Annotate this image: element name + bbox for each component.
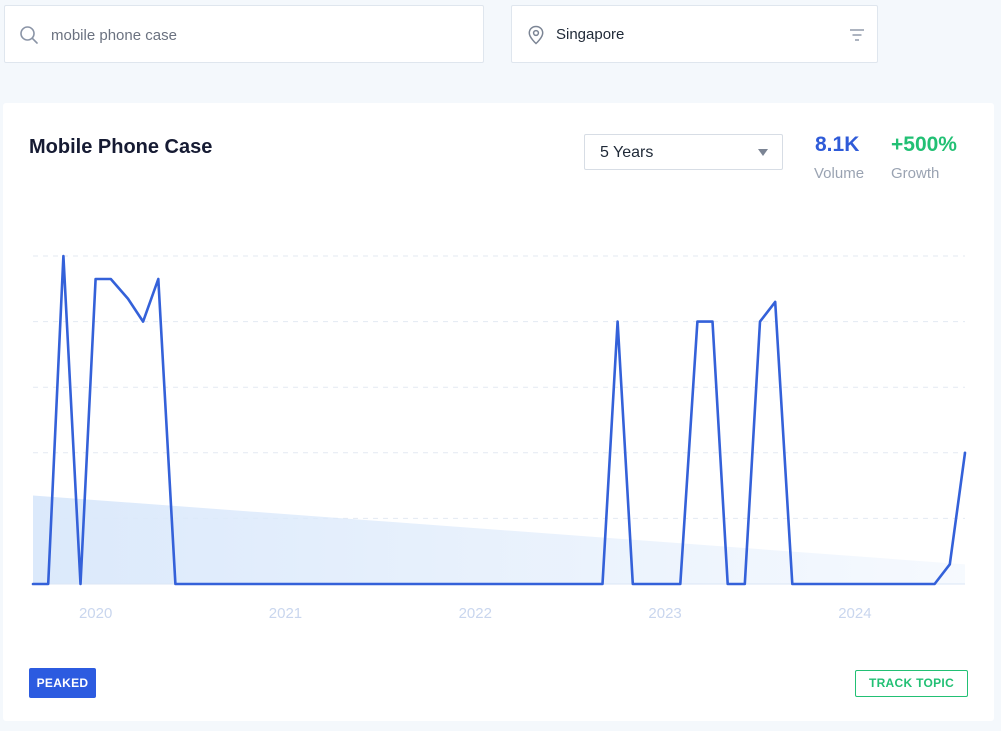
filter-icon[interactable] — [849, 28, 865, 42]
trend-chart: 2020 2021 2022 2023 2024 — [31, 254, 967, 622]
x-tick-label: 2022 — [459, 605, 492, 622]
status-badge: PEAKED — [29, 668, 96, 698]
location-value: Singapore — [556, 26, 625, 43]
topic-card: Mobile Phone Case 5 Years 8.1K Volume +5… — [3, 103, 994, 721]
volume-value: 8.1K — [815, 133, 860, 156]
topic-title: Mobile Phone Case — [29, 136, 213, 158]
trend-area — [33, 495, 965, 584]
location-pin-icon — [528, 25, 544, 45]
time-range-select[interactable]: 5 Years — [584, 134, 783, 170]
x-tick-label: 2024 — [838, 605, 871, 622]
search-icon — [20, 26, 38, 44]
x-tick-label: 2020 — [79, 605, 112, 622]
location-select[interactable]: Singapore — [511, 5, 878, 63]
volume-label: Volume — [814, 165, 865, 182]
growth-value: +500% — [891, 133, 957, 156]
x-tick-label: 2023 — [648, 605, 681, 622]
caret-down-icon — [758, 149, 768, 156]
x-tick-label: 2021 — [269, 605, 302, 622]
series-line — [31, 254, 967, 586]
search-field[interactable] — [4, 5, 484, 63]
track-topic-button[interactable]: TRACK TOPIC — [855, 670, 968, 697]
time-range-value: 5 Years — [600, 144, 654, 161]
search-input[interactable] — [51, 24, 471, 46]
growth-label: Growth — [891, 165, 940, 182]
